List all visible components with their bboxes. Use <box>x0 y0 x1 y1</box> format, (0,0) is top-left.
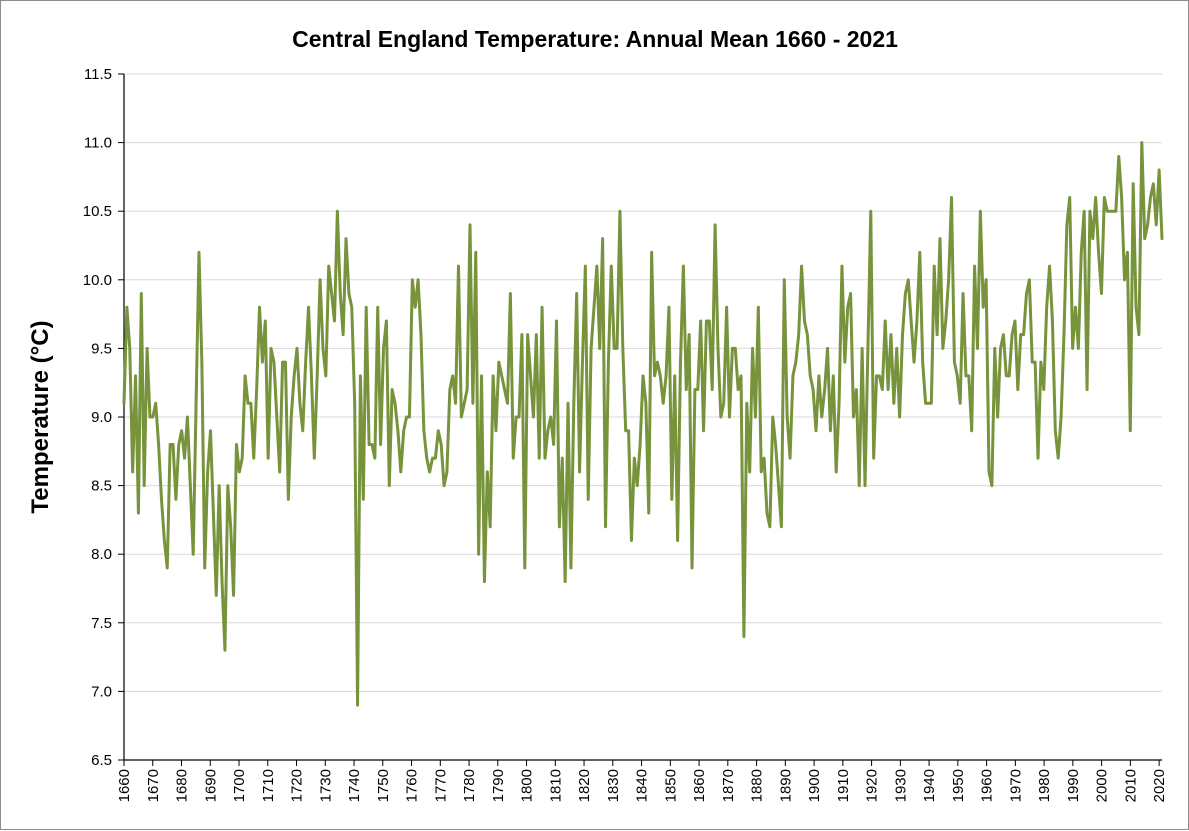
y-tick-label: 8.5 <box>91 478 112 495</box>
y-tick-label: 7.5 <box>91 615 112 632</box>
y-tick-label: 10.0 <box>83 272 112 289</box>
x-tick-label: 1730 <box>317 769 334 802</box>
x-tick-label: 1800 <box>519 769 536 802</box>
x-tick-label: 1970 <box>1007 769 1024 802</box>
y-axis-title: Temperature (°C) <box>27 320 54 513</box>
x-tick-label: 2020 <box>1151 769 1168 802</box>
x-tick-label: 1940 <box>921 769 938 802</box>
x-tick-label: 2010 <box>1122 769 1139 802</box>
x-tick-label: 1660 <box>116 769 133 802</box>
x-tick-label: 1930 <box>892 769 909 802</box>
x-tick-label: 1740 <box>346 769 363 802</box>
x-tick-label: 1710 <box>260 769 277 802</box>
x-tick-label: 1760 <box>404 769 421 802</box>
x-tick-label: 1990 <box>1065 769 1082 802</box>
chart-title: Central England Temperature: Annual Mean… <box>292 26 898 52</box>
x-tick-label: 1870 <box>720 769 737 802</box>
y-tick-label: 9.5 <box>91 340 112 357</box>
x-tick-label: 1900 <box>806 769 823 802</box>
x-tick-label: 1720 <box>289 769 306 802</box>
x-tick-label: 1960 <box>979 769 996 802</box>
x-tick-label: 1850 <box>662 769 679 802</box>
x-tick-label: 1880 <box>749 769 766 802</box>
x-tick-label: 1750 <box>375 769 392 802</box>
y-tick-label: 7.0 <box>91 683 112 700</box>
x-tick-label: 1790 <box>490 769 507 802</box>
x-tick-label: 1920 <box>864 769 881 802</box>
x-tick-label: 1700 <box>231 769 248 802</box>
tick-marks <box>118 73 1160 766</box>
x-tick-label: 2000 <box>1094 769 1111 802</box>
y-tick-label: 6.5 <box>91 752 112 769</box>
x-tick-label: 1840 <box>634 769 651 802</box>
x-tick-labels: 1660 1670 1680 1690 1700 1710 1720 1730 1740 1750… <box>116 769 1168 802</box>
x-tick-label: 1980 <box>1036 769 1053 802</box>
series-line-annual-mean <box>122 141 1164 707</box>
x-tick-label: 1770 <box>432 769 449 802</box>
y-tick-label: 8.0 <box>91 546 112 563</box>
x-tick-label: 1910 <box>835 769 852 802</box>
y-tick-label: 9.0 <box>91 409 112 426</box>
x-tick-label: 1810 <box>547 769 564 802</box>
y-tick-label: 11.0 <box>84 135 112 152</box>
x-tick-label: 1670 <box>145 769 162 802</box>
x-tick-label: 1690 <box>202 769 219 802</box>
y-tick-label: 10.5 <box>83 203 112 220</box>
x-tick-label: 1780 <box>461 769 478 802</box>
x-tick-label: 1890 <box>777 769 794 802</box>
y-tick-labels: 6.5 7.0 7.5 8.0 8.5 9.0 9.5 10.0 10.5 11.0 11.5 <box>83 66 112 769</box>
x-tick-label: 1680 <box>174 769 191 802</box>
x-tick-label: 1950 <box>950 769 967 802</box>
x-tick-label: 1820 <box>576 769 593 802</box>
x-tick-label: 1860 <box>691 769 708 802</box>
x-tick-label: 1830 <box>605 769 622 802</box>
y-tick-label: 11.5 <box>84 66 112 83</box>
